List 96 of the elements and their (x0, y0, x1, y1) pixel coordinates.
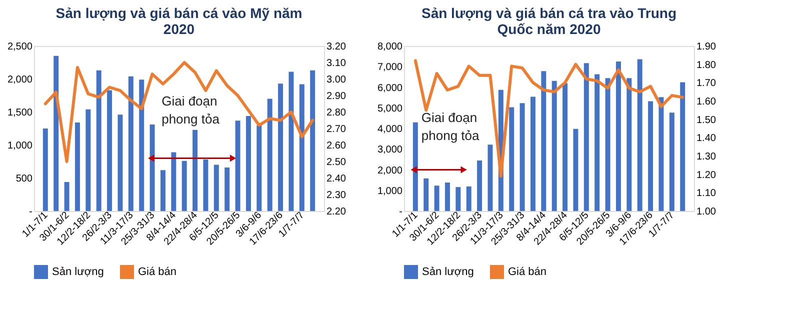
bar (54, 56, 59, 211)
y2-tick-label: 1.80 (696, 60, 716, 71)
y2-tick-label: 2.70 (326, 124, 346, 135)
y2-tick-label: 1.70 (696, 78, 716, 90)
bar (648, 101, 654, 211)
y-tick-label: 500 (16, 174, 33, 184)
y2-tick-label: 1.10 (696, 188, 716, 200)
bar (444, 182, 450, 211)
chart-title: Sản lượng và giá bán cá tra vào Trung Quốc năm 2020 (421, 5, 677, 37)
bar (150, 124, 155, 211)
y2-tick-label: 1.50 (696, 114, 716, 126)
bar (86, 109, 91, 211)
y2-tick-label: 1.90 (696, 42, 716, 52)
y-tick-label: 1,000 (7, 140, 33, 152)
bar (182, 160, 187, 211)
y-tick-label: 7,000 (377, 62, 403, 74)
bar (477, 160, 482, 211)
y2-tick-label: 2.90 (326, 91, 346, 102)
chart-title: Sản lượng và giá bán cá vào Mỹ năm 2020 (56, 5, 302, 37)
y-tick-label: 6,000 (377, 82, 403, 94)
bar (64, 182, 70, 211)
y2-tick-label: 1.30 (696, 152, 716, 162)
bar (605, 78, 610, 211)
y-tick-label: - (29, 206, 32, 218)
bar (139, 80, 144, 211)
y-tick-label: 2,500 (7, 42, 33, 52)
legend-label: Sản lượng (422, 266, 474, 278)
bar (118, 114, 123, 211)
y2-tick-label: 2.50 (326, 157, 346, 168)
bar (299, 84, 304, 211)
y-tick-label: 2,000 (377, 165, 403, 176)
bar (573, 128, 578, 211)
line-series (44, 61, 314, 163)
bar (74, 122, 80, 211)
legend-label: Sản lượng (52, 266, 104, 278)
bar (42, 128, 48, 211)
bar (192, 130, 198, 211)
bar (626, 78, 632, 211)
bar (669, 112, 674, 211)
y2-tick-label: 1.20 (696, 170, 716, 181)
line-series (414, 59, 684, 178)
bar (594, 74, 600, 211)
legend-label: Giá bán (138, 266, 177, 278)
bar (658, 97, 664, 211)
bar (520, 103, 525, 211)
bar (541, 71, 546, 211)
annotation: Giai đoạn phong tỏa (421, 110, 480, 143)
bar (256, 125, 262, 211)
y2-tick-label: 1.60 (696, 96, 716, 108)
bar (96, 70, 102, 211)
bar (680, 82, 686, 211)
legend-label: Giá bán (508, 266, 547, 278)
bar (509, 107, 514, 211)
bar (424, 178, 429, 211)
y2-tick-label: 1.00 (696, 206, 716, 218)
y-tick-label: 8,000 (377, 42, 403, 52)
bar (214, 164, 219, 211)
annotation: Giai đoạn phong tỏa (162, 94, 220, 126)
y-tick-label: 1,500 (7, 108, 33, 118)
y2-tick-label: 1.40 (696, 133, 716, 144)
bar (267, 98, 272, 211)
y2-tick-label: 2.60 (326, 140, 346, 152)
y2-tick-label: 3.00 (326, 74, 346, 86)
bar (246, 116, 251, 211)
bar (235, 120, 240, 211)
bar (637, 59, 642, 211)
bar (456, 187, 461, 211)
y2-tick-label: 2.40 (326, 174, 346, 184)
bar (310, 70, 316, 211)
bar (288, 72, 294, 211)
bar (562, 83, 568, 211)
y-tick-label: 1,000 (377, 186, 403, 197)
y-tick-label: 3,000 (377, 144, 403, 156)
bar (552, 80, 557, 211)
bar (171, 152, 176, 211)
bar (203, 160, 208, 211)
y2-tick-label: 3.20 (326, 42, 346, 52)
bar (488, 144, 493, 211)
y2-tick-label: 2.20 (326, 206, 346, 218)
bar (160, 170, 166, 211)
bar (278, 84, 284, 211)
y-tick-label: 2,000 (7, 74, 33, 86)
bar (434, 186, 440, 211)
bar (107, 90, 112, 211)
bar (466, 186, 472, 211)
bar (128, 76, 134, 211)
y2-tick-label: 3.10 (326, 58, 346, 69)
y-tick-label: 5,000 (377, 103, 403, 114)
y-tick-label: - (399, 206, 402, 218)
bar (616, 61, 621, 211)
y-tick-label: 4,000 (377, 124, 403, 135)
bar (530, 96, 536, 211)
bar (224, 167, 230, 211)
bar (584, 63, 589, 211)
y2-tick-label: 2.30 (326, 190, 346, 201)
y2-tick-label: 2.80 (326, 108, 346, 118)
